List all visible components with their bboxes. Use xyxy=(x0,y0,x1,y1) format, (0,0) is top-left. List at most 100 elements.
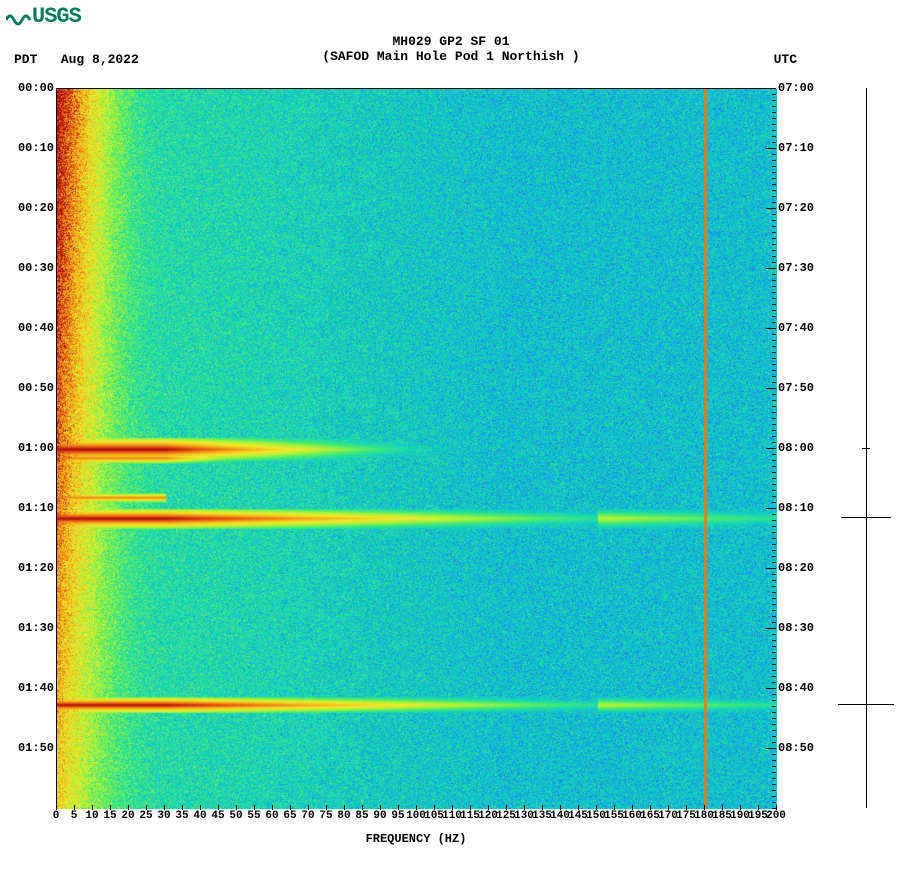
y-minor-mark xyxy=(772,466,776,467)
x-tick: 110 xyxy=(442,810,462,822)
x-tick: 120 xyxy=(478,810,498,822)
x-tick-mark xyxy=(488,805,489,810)
x-tick-mark xyxy=(128,805,129,810)
y-minor-mark xyxy=(772,760,776,761)
x-tick: 0 xyxy=(53,810,60,822)
y-minor-mark xyxy=(772,634,776,635)
y-minor-mark xyxy=(772,598,776,599)
y-tick-right: 07:00 xyxy=(778,81,832,95)
y-minor-mark xyxy=(772,406,776,407)
y-minor-mark xyxy=(772,790,776,791)
y-minor-mark xyxy=(772,520,776,521)
y-minor-mark xyxy=(772,166,776,167)
y-minor-mark xyxy=(772,388,776,389)
x-tick-mark xyxy=(560,805,561,810)
x-tick: 200 xyxy=(766,810,786,822)
y-minor-mark xyxy=(772,670,776,671)
y-minor-mark xyxy=(772,526,776,527)
y-minor-mark xyxy=(772,376,776,377)
y-tick-left: 01:00 xyxy=(0,441,54,455)
y-minor-mark xyxy=(772,502,776,503)
x-tick-mark xyxy=(344,805,345,810)
x-tick: 165 xyxy=(640,810,660,822)
y-minor-mark xyxy=(772,220,776,221)
y-tick-left: 00:30 xyxy=(0,261,54,275)
y-minor-mark xyxy=(772,448,776,449)
x-tick-mark xyxy=(758,805,759,810)
y-tick-right: 07:20 xyxy=(778,201,832,215)
amplitude-spike xyxy=(866,512,867,523)
pdt-label-block: PDT Aug 8,2022 xyxy=(14,52,139,67)
x-tick-mark xyxy=(506,805,507,810)
y-minor-mark xyxy=(772,160,776,161)
y-minor-mark xyxy=(772,310,776,311)
x-tick: 85 xyxy=(355,810,368,822)
y-minor-mark xyxy=(772,334,776,335)
amplitude-spike xyxy=(866,698,867,710)
y-minor-mark xyxy=(772,202,776,203)
y-minor-mark xyxy=(772,784,776,785)
y-minor-mark xyxy=(772,484,776,485)
x-tick-mark xyxy=(686,805,687,810)
x-tick: 45 xyxy=(211,810,224,822)
y-minor-mark xyxy=(772,688,776,689)
x-tick-mark xyxy=(308,805,309,810)
y-minor-mark xyxy=(772,586,776,587)
y-minor-mark xyxy=(772,238,776,239)
y-minor-mark xyxy=(772,622,776,623)
x-tick: 65 xyxy=(283,810,296,822)
y-minor-mark xyxy=(772,112,776,113)
y-minor-mark xyxy=(772,364,776,365)
y-minor-mark xyxy=(772,280,776,281)
x-tick-mark xyxy=(326,805,327,810)
y-minor-mark xyxy=(772,274,776,275)
y-minor-mark xyxy=(772,256,776,257)
x-tick: 150 xyxy=(586,810,606,822)
x-tick-mark xyxy=(650,805,651,810)
x-tick: 30 xyxy=(157,810,170,822)
y-minor-mark xyxy=(772,88,776,89)
y-minor-mark xyxy=(772,292,776,293)
y-minor-mark xyxy=(772,382,776,383)
x-tick: 75 xyxy=(319,810,332,822)
y-minor-mark xyxy=(772,778,776,779)
y-minor-mark xyxy=(772,394,776,395)
y-minor-mark xyxy=(772,190,776,191)
y-minor-mark xyxy=(772,106,776,107)
x-tick-mark xyxy=(452,805,453,810)
y-minor-mark xyxy=(772,628,776,629)
y-minor-mark xyxy=(772,178,776,179)
y-minor-mark xyxy=(772,304,776,305)
y-tick-right: 07:30 xyxy=(778,261,832,275)
y-tick-right: 07:40 xyxy=(778,321,832,335)
y-minor-mark xyxy=(772,442,776,443)
y-minor-mark xyxy=(772,214,776,215)
y-minor-mark xyxy=(772,454,776,455)
y-tick-left: 00:40 xyxy=(0,321,54,335)
y-minor-mark xyxy=(772,250,776,251)
x-tick: 105 xyxy=(424,810,444,822)
x-tick-mark xyxy=(542,805,543,810)
amplitude-panel xyxy=(836,88,896,808)
date-label: Aug 8,2022 xyxy=(61,52,139,67)
y-minor-mark xyxy=(772,766,776,767)
y-tick-right: 08:00 xyxy=(778,441,832,455)
y-minor-mark xyxy=(772,724,776,725)
x-tick-mark xyxy=(632,805,633,810)
x-tick-mark xyxy=(110,805,111,810)
y-minor-mark xyxy=(772,118,776,119)
x-tick-mark xyxy=(578,805,579,810)
y-minor-mark xyxy=(772,682,776,683)
y-tick-left: 00:20 xyxy=(0,201,54,215)
x-tick-mark xyxy=(74,805,75,810)
y-minor-mark xyxy=(772,196,776,197)
spectrogram-chart xyxy=(56,88,776,808)
y-minor-mark xyxy=(772,556,776,557)
y-minor-mark xyxy=(772,796,776,797)
x-tick-mark xyxy=(362,805,363,810)
y-tick-left: 01:30 xyxy=(0,621,54,635)
x-tick: 100 xyxy=(406,810,426,822)
y-minor-mark xyxy=(772,478,776,479)
y-minor-mark xyxy=(772,322,776,323)
x-tick-mark xyxy=(470,805,471,810)
